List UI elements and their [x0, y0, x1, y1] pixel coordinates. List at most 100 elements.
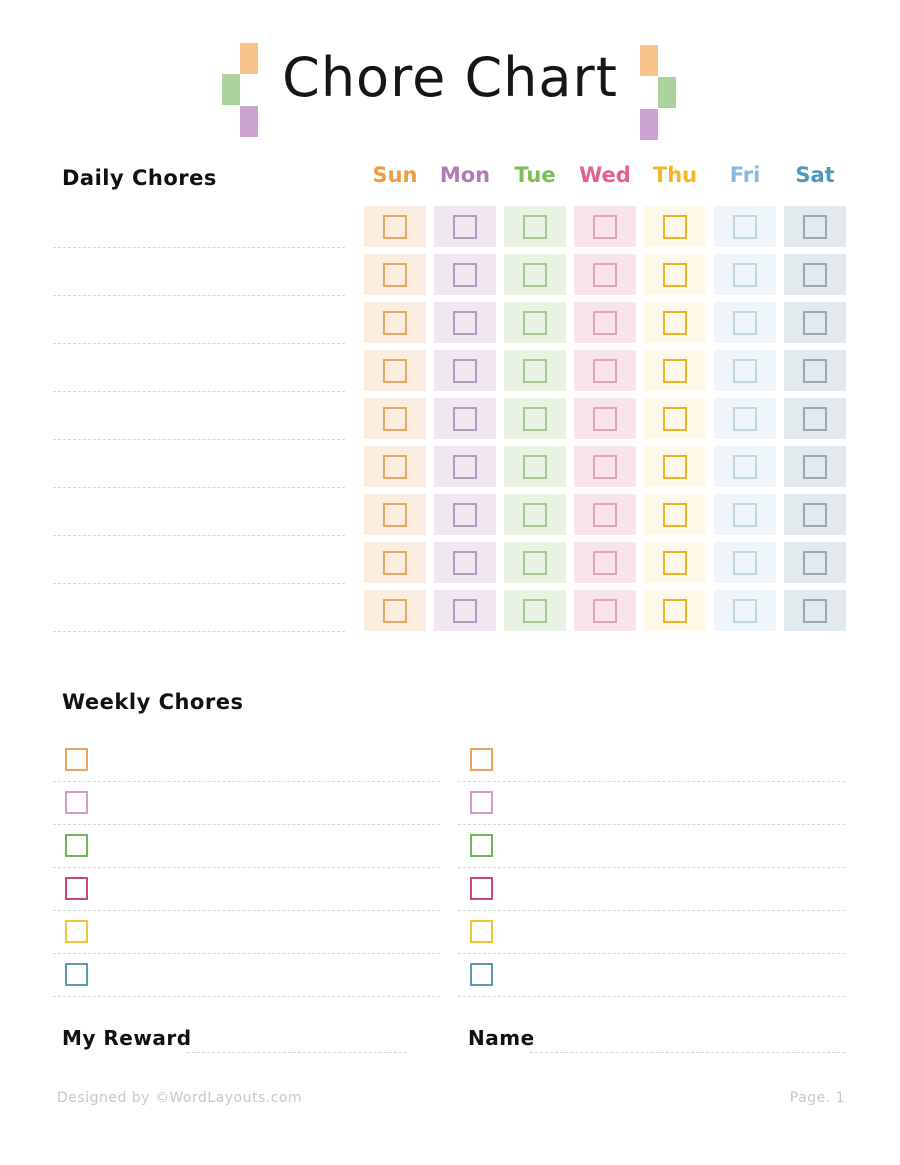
daily-checkbox-fri-row5[interactable]	[733, 406, 757, 431]
reward-write-line[interactable]	[187, 1052, 407, 1053]
weekly-checkbox-col2-row3[interactable]	[470, 834, 493, 857]
daily-chore-line-3[interactable]	[53, 343, 345, 344]
daily-checkbox-tue-row3[interactable]	[523, 310, 547, 335]
daily-checkbox-sun-row1[interactable]	[383, 214, 407, 239]
daily-checkbox-sat-row6[interactable]	[803, 454, 827, 479]
daily-checkbox-sun-row5[interactable]	[383, 406, 407, 431]
daily-checkbox-fri-row9[interactable]	[733, 598, 757, 623]
weekly-chore-line-col1-row6[interactable]	[53, 996, 440, 997]
daily-checkbox-wed-row4[interactable]	[593, 358, 617, 383]
daily-checkbox-thu-row5[interactable]	[663, 406, 687, 431]
daily-checkbox-tue-row6[interactable]	[523, 454, 547, 479]
daily-checkbox-wed-row7[interactable]	[593, 502, 617, 527]
daily-checkbox-thu-row7[interactable]	[663, 502, 687, 527]
daily-checkbox-thu-row3[interactable]	[663, 310, 687, 335]
daily-chore-line-5[interactable]	[53, 439, 345, 440]
daily-checkbox-fri-row4[interactable]	[733, 358, 757, 383]
daily-checkbox-sun-row2[interactable]	[383, 262, 407, 287]
daily-checkbox-wed-row8[interactable]	[593, 550, 617, 575]
daily-checkbox-tue-row5[interactable]	[523, 406, 547, 431]
weekly-checkbox-col2-row6[interactable]	[470, 963, 493, 986]
daily-checkbox-sun-row3[interactable]	[383, 310, 407, 335]
daily-checkbox-mon-row2[interactable]	[453, 262, 477, 287]
daily-checkbox-mon-row4[interactable]	[453, 358, 477, 383]
weekly-checkbox-col1-row4[interactable]	[65, 877, 88, 900]
daily-checkbox-tue-row1[interactable]	[523, 214, 547, 239]
weekly-chore-line-col1-row2[interactable]	[53, 824, 440, 825]
daily-checkbox-wed-row3[interactable]	[593, 310, 617, 335]
weekly-checkbox-col1-row6[interactable]	[65, 963, 88, 986]
weekly-checkbox-col1-row5[interactable]	[65, 920, 88, 943]
daily-checkbox-mon-row5[interactable]	[453, 406, 477, 431]
daily-checkbox-fri-row2[interactable]	[733, 262, 757, 287]
weekly-checkbox-col2-row2[interactable]	[470, 791, 493, 814]
weekly-checkbox-col2-row1[interactable]	[470, 748, 493, 771]
daily-checkbox-sat-row9[interactable]	[803, 598, 827, 623]
daily-checkbox-tue-row4[interactable]	[523, 358, 547, 383]
daily-checkbox-mon-row6[interactable]	[453, 454, 477, 479]
weekly-checkbox-col1-row2[interactable]	[65, 791, 88, 814]
daily-checkbox-sat-row1[interactable]	[803, 214, 827, 239]
weekly-checkbox-col1-row3[interactable]	[65, 834, 88, 857]
daily-checkbox-thu-row8[interactable]	[663, 550, 687, 575]
daily-chore-line-4[interactable]	[53, 391, 345, 392]
daily-checkbox-thu-row9[interactable]	[663, 598, 687, 623]
daily-checkbox-sat-row8[interactable]	[803, 550, 827, 575]
daily-checkbox-mon-row7[interactable]	[453, 502, 477, 527]
daily-checkbox-wed-row2[interactable]	[593, 262, 617, 287]
name-write-line[interactable]	[530, 1052, 845, 1053]
daily-chore-line-8[interactable]	[53, 583, 345, 584]
weekly-chore-line-col1-row5[interactable]	[53, 953, 440, 954]
daily-checkbox-fri-row1[interactable]	[733, 214, 757, 239]
daily-chore-line-7[interactable]	[53, 535, 345, 536]
daily-checkbox-thu-row4[interactable]	[663, 358, 687, 383]
weekly-checkbox-col2-row5[interactable]	[470, 920, 493, 943]
daily-checkbox-wed-row5[interactable]	[593, 406, 617, 431]
daily-checkbox-mon-row3[interactable]	[453, 310, 477, 335]
weekly-chore-line-col2-row4[interactable]	[458, 910, 845, 911]
daily-checkbox-wed-row1[interactable]	[593, 214, 617, 239]
daily-checkbox-fri-row6[interactable]	[733, 454, 757, 479]
daily-checkbox-sat-row2[interactable]	[803, 262, 827, 287]
daily-checkbox-mon-row8[interactable]	[453, 550, 477, 575]
daily-checkbox-wed-row9[interactable]	[593, 598, 617, 623]
daily-checkbox-mon-row9[interactable]	[453, 598, 477, 623]
weekly-chore-line-col2-row6[interactable]	[458, 996, 845, 997]
daily-chore-line-9[interactable]	[53, 631, 345, 632]
daily-checkbox-thu-row2[interactable]	[663, 262, 687, 287]
daily-checkbox-sun-row9[interactable]	[383, 598, 407, 623]
weekly-checkbox-col1-row1[interactable]	[65, 748, 88, 771]
weekly-chore-line-col1-row4[interactable]	[53, 910, 440, 911]
daily-checkbox-tue-row2[interactable]	[523, 262, 547, 287]
daily-chore-line-6[interactable]	[53, 487, 345, 488]
weekly-chore-line-col2-row1[interactable]	[458, 781, 845, 782]
daily-checkbox-sun-row4[interactable]	[383, 358, 407, 383]
weekly-chore-line-col2-row3[interactable]	[458, 867, 845, 868]
daily-checkbox-fri-row8[interactable]	[733, 550, 757, 575]
daily-checkbox-sun-row8[interactable]	[383, 550, 407, 575]
weekly-item-col2-row1	[458, 746, 845, 789]
daily-checkbox-tue-row7[interactable]	[523, 502, 547, 527]
daily-checkbox-sun-row7[interactable]	[383, 502, 407, 527]
weekly-checkbox-col2-row4[interactable]	[470, 877, 493, 900]
daily-checkbox-sat-row3[interactable]	[803, 310, 827, 335]
daily-chore-line-2[interactable]	[53, 295, 345, 296]
weekly-chore-line-col2-row2[interactable]	[458, 824, 845, 825]
daily-checkbox-thu-row1[interactable]	[663, 214, 687, 239]
daily-checkbox-tue-row8[interactable]	[523, 550, 547, 575]
daily-checkbox-mon-row1[interactable]	[453, 214, 477, 239]
daily-checkbox-sun-row6[interactable]	[383, 454, 407, 479]
daily-cell-sun-row6	[364, 446, 426, 487]
daily-checkbox-thu-row6[interactable]	[663, 454, 687, 479]
daily-checkbox-sat-row4[interactable]	[803, 358, 827, 383]
daily-checkbox-sat-row5[interactable]	[803, 406, 827, 431]
daily-checkbox-fri-row7[interactable]	[733, 502, 757, 527]
daily-checkbox-fri-row3[interactable]	[733, 310, 757, 335]
weekly-chore-line-col1-row1[interactable]	[53, 781, 440, 782]
weekly-chore-line-col1-row3[interactable]	[53, 867, 440, 868]
weekly-chore-line-col2-row5[interactable]	[458, 953, 845, 954]
daily-checkbox-wed-row6[interactable]	[593, 454, 617, 479]
daily-checkbox-sat-row7[interactable]	[803, 502, 827, 527]
daily-checkbox-tue-row9[interactable]	[523, 598, 547, 623]
daily-chore-line-1[interactable]	[53, 247, 345, 248]
